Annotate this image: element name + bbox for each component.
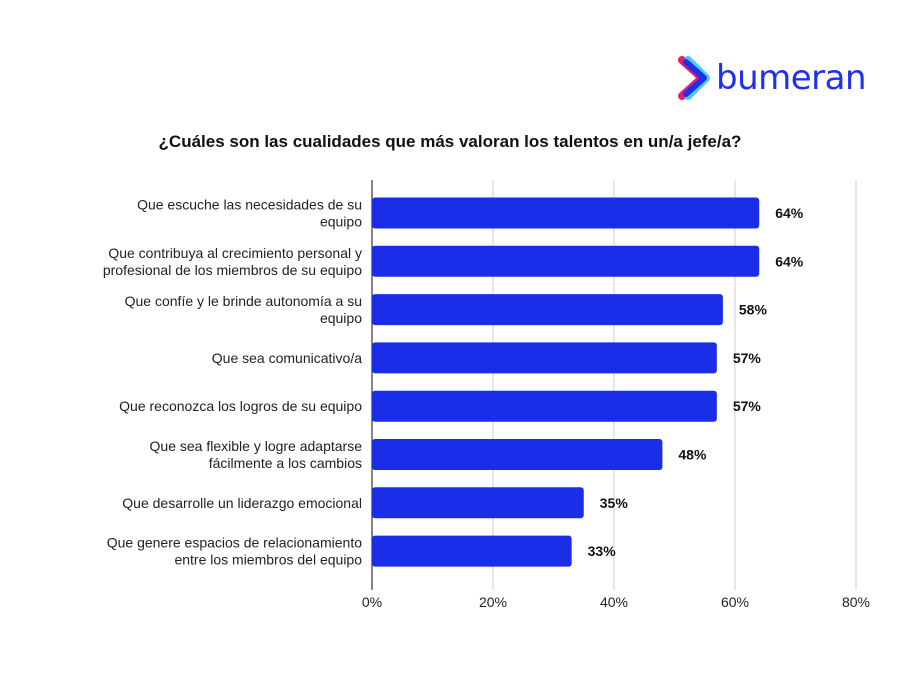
- category-label: Que escuche las necesidades de su equipo: [137, 197, 362, 230]
- bar: [372, 342, 717, 374]
- x-tick-label: 60%: [721, 594, 749, 610]
- x-tick-label: 40%: [600, 594, 628, 610]
- x-tick-label: 20%: [479, 594, 507, 610]
- data-label: 58%: [739, 302, 768, 318]
- bar: [372, 487, 584, 519]
- category-label-line: equipo: [320, 214, 362, 230]
- category-label-line: Que sea flexible y logre adaptarse: [150, 438, 363, 454]
- category-label-line: Que genere espacios de relacionamiento: [107, 535, 362, 551]
- bar: [372, 197, 760, 229]
- category-label-line: fácilmente a los cambios: [209, 455, 362, 471]
- chart-title: ¿Cuáles son las cualidades que más valor…: [158, 132, 742, 151]
- bar: [372, 390, 717, 422]
- category-label-line: profesional de los miembros de su equipo: [103, 262, 362, 278]
- data-label: 64%: [775, 253, 804, 269]
- category-label: Que desarrolle un liderazgo emocional: [122, 495, 362, 511]
- data-label: 33%: [588, 543, 617, 559]
- bar: [372, 535, 572, 567]
- category-label: Que sea comunicativo/a: [212, 350, 362, 366]
- category-label-line: Que desarrolle un liderazgo emocional: [122, 495, 362, 511]
- data-label: 35%: [600, 495, 629, 511]
- bar: [372, 294, 723, 326]
- bumeran-chevron-icon: [678, 56, 710, 100]
- category-label-line: entre los miembros del equipo: [174, 552, 362, 568]
- category-label: Que genere espacios de relacionamiento en…: [107, 535, 362, 568]
- category-label: Que reconozca los logros de su equipo: [119, 398, 362, 414]
- category-label-line: Que contribuya al crecimiento personal y: [108, 245, 362, 261]
- x-tick-label: 80%: [842, 594, 870, 610]
- brand-name: bumeran: [716, 58, 867, 98]
- category-label-line: equipo: [320, 310, 362, 326]
- data-label: 48%: [678, 447, 707, 463]
- bar: [372, 439, 663, 470]
- category-label: Que confíe y le brinde autonomía a su equ…: [125, 293, 363, 326]
- data-label: 64%: [775, 205, 804, 221]
- x-tick-label: 0%: [362, 594, 382, 610]
- data-label: 57%: [733, 350, 762, 366]
- category-label-line: Que escuche las necesidades de su: [137, 197, 362, 213]
- category-label-line: Que sea comunicativo/a: [212, 350, 362, 366]
- bumeran-logo: bumeran: [678, 56, 867, 100]
- bar: [372, 245, 760, 277]
- data-label: 57%: [733, 398, 762, 414]
- category-label: Que contribuya al crecimiento personal y…: [103, 245, 362, 278]
- category-label-line: Que reconozca los logros de su equipo: [119, 398, 362, 414]
- category-label-line: Que confíe y le brinde autonomía a su: [125, 293, 362, 309]
- category-label: Que sea flexible y logre adaptarse fácilm…: [150, 438, 363, 471]
